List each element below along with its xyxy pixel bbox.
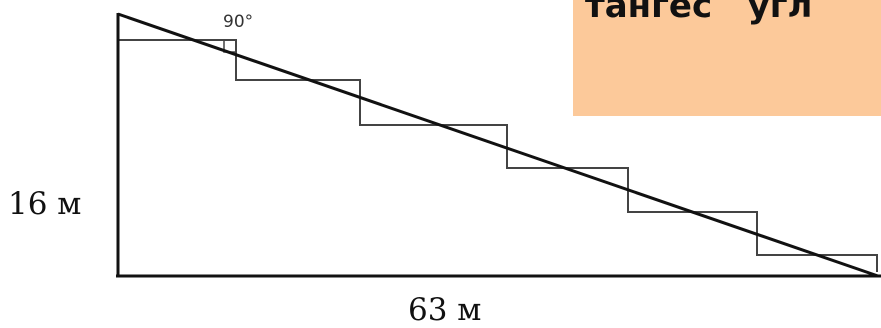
base-label: 63 м bbox=[408, 292, 481, 328]
callout-box: тангес угл bbox=[573, 0, 881, 116]
right-angle-label: 90° bbox=[223, 12, 253, 32]
height-label: 16 м bbox=[8, 186, 81, 222]
staircase-profile bbox=[118, 39, 878, 272]
triangle-hypotenuse bbox=[117, 12, 879, 278]
callout-text: тангес угл bbox=[585, 0, 813, 26]
